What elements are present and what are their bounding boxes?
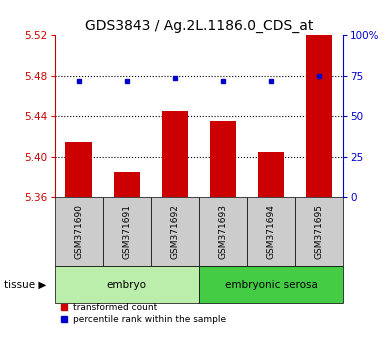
Text: GSM371692: GSM371692 [170, 204, 179, 259]
Bar [113, 172, 140, 198]
Text: embryonic serosa: embryonic serosa [225, 280, 317, 290]
Bar [161, 111, 188, 198]
Text: GSM371693: GSM371693 [218, 204, 227, 259]
Bar [151, 198, 199, 266]
Bar [55, 198, 103, 266]
Bar [306, 35, 332, 198]
Bar [199, 266, 343, 303]
Bar [295, 198, 343, 266]
Title: GDS3843 / Ag.2L.1186.0_CDS_at: GDS3843 / Ag.2L.1186.0_CDS_at [85, 19, 313, 33]
Text: GSM371695: GSM371695 [315, 204, 324, 259]
Legend: transformed count, percentile rank within the sample: transformed count, percentile rank withi… [59, 303, 226, 324]
Text: GSM371694: GSM371694 [266, 204, 276, 259]
Bar [55, 266, 199, 303]
Bar [66, 142, 92, 198]
Text: embryo: embryo [107, 280, 147, 290]
Bar [258, 152, 284, 198]
Bar [199, 198, 247, 266]
Bar [210, 121, 236, 198]
Text: tissue ▶: tissue ▶ [4, 280, 46, 290]
Bar [103, 198, 151, 266]
Text: GSM371691: GSM371691 [122, 204, 131, 259]
Text: GSM371690: GSM371690 [74, 204, 83, 259]
Bar [247, 198, 295, 266]
